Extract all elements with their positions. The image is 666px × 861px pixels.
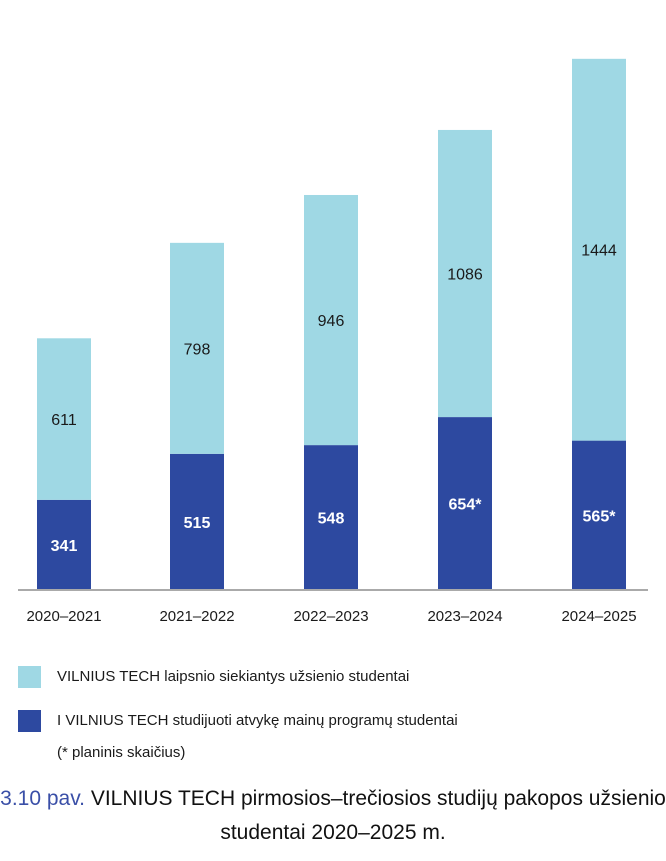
x-tick-label-2: 2022–2023	[293, 608, 368, 625]
legend-item-degree-students: VILNIUS TECH laipsnio siekiantys užsieni…	[18, 666, 409, 688]
bar-degree-3	[438, 129, 492, 418]
bar-degree-4	[572, 58, 626, 441]
stacked-bar-chart: 341 611 2020–2021 515 798 2021–2022 548 946 2022…	[18, 58, 648, 625]
label-exchange-3: 654*	[449, 497, 483, 514]
legend-label-exchange-students: I VILNIUS TECH studijuoti atvykę mainų p…	[57, 712, 458, 729]
figure-caption: 3.10 pav. VILNIUS TECH pirmosios–trečios…	[0, 782, 666, 850]
legend-note: (* planinis skaičius)	[57, 744, 186, 761]
x-tick-label-4: 2024–2025	[561, 608, 636, 625]
figure-number: 3.10 pav.	[0, 787, 85, 810]
bar-exchange-4	[572, 440, 626, 590]
label-degree-1: 798	[184, 341, 211, 358]
x-tick-label-1: 2021–2022	[159, 608, 234, 625]
label-degree-2: 946	[318, 313, 345, 330]
label-exchange-4: 565*	[583, 508, 617, 525]
legend-label-degree-students: VILNIUS TECH laipsnio siekiantys užsieni…	[57, 668, 410, 685]
label-degree-4: 1444	[581, 243, 617, 260]
legend-swatch-degree-students	[18, 666, 41, 688]
legend-item-exchange-students: I VILNIUS TECH studijuoti atvykę mainų p…	[18, 710, 458, 764]
figure-caption-text: VILNIUS TECH pirmosios–trečiosios studij…	[90, 787, 666, 844]
legend-swatch-exchange-students	[18, 710, 41, 732]
bar-exchange-0	[37, 499, 91, 590]
label-degree-0: 611	[51, 412, 77, 429]
bar-exchange-3	[438, 417, 492, 590]
bar-exchange-2	[304, 445, 358, 590]
label-exchange-0: 341	[51, 538, 78, 555]
bar-degree-0	[37, 338, 91, 500]
bar-degree-1	[170, 242, 224, 454]
label-exchange-1: 515	[184, 515, 211, 532]
bar-exchange-1	[170, 453, 224, 590]
x-tick-label-3: 2023–2024	[427, 608, 502, 625]
label-degree-3: 1086	[447, 267, 483, 284]
x-tick-label-0: 2020–2021	[26, 608, 101, 625]
bar-degree-2	[304, 194, 358, 446]
label-exchange-2: 548	[318, 511, 345, 528]
